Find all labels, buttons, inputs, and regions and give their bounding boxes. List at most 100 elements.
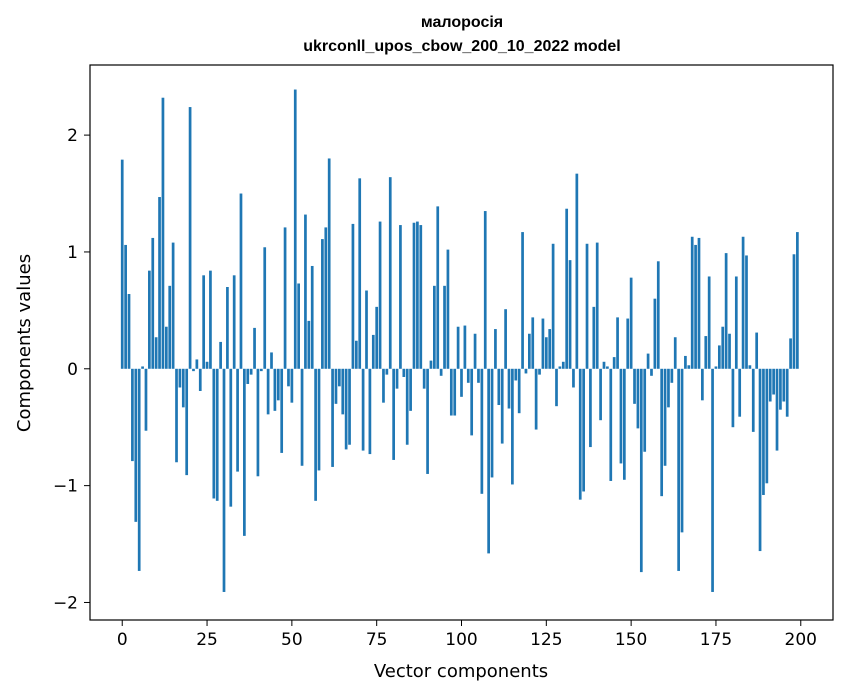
bar [188,107,192,369]
bar [307,320,311,369]
bar [402,368,406,377]
bar [443,285,446,369]
bar [212,368,216,499]
bar [161,97,165,369]
bar [602,361,606,369]
bar [558,366,562,369]
bar [626,318,630,369]
bar [436,206,440,369]
bar [755,332,759,369]
bar [297,283,300,369]
bar [538,368,541,375]
bar [154,337,158,369]
bar [412,222,416,369]
bar [368,368,372,455]
x-axis-label: Vector components [374,661,548,682]
bar [721,326,725,369]
bar [768,368,772,402]
bar [667,368,670,408]
bar [131,368,134,462]
bar [429,360,433,369]
x-tick-label: 25 [196,630,218,650]
bar [283,227,287,369]
bar [762,368,765,495]
bar [185,368,189,476]
bar [134,368,138,522]
chart-title: малоросія [421,14,503,31]
bars-group [120,89,799,592]
bar [785,368,789,417]
bar [473,333,477,369]
bar [779,368,782,410]
bar [158,197,161,369]
bar [606,366,609,369]
bar [568,260,572,369]
bar [195,359,199,369]
y-tick-label: 0 [67,360,78,380]
bar [219,341,222,369]
bar [565,208,569,369]
bar [663,368,667,466]
bar [293,89,297,369]
bar [164,326,168,369]
bar [341,368,345,415]
bar [324,227,328,369]
bar [209,270,212,369]
bar [243,368,246,536]
bar [595,242,599,369]
bar [314,368,317,501]
bar [419,225,423,369]
bar [439,368,443,376]
bar [578,368,582,500]
bar [348,368,351,445]
bar [351,223,355,369]
bar [300,368,304,466]
bar [714,366,718,369]
bar [198,368,202,391]
bar [494,329,497,369]
bar [650,368,653,376]
bar [524,368,528,374]
bar [416,221,419,369]
bar [639,368,643,573]
bar [375,306,379,369]
bar [317,368,321,471]
bar [395,368,399,389]
bar [253,327,256,369]
bar [365,290,368,369]
bar [656,261,660,369]
bar [738,368,742,417]
bar [141,366,144,369]
y-tick-label: 2 [67,126,78,146]
bar [541,318,545,369]
bar [392,368,395,460]
bar [236,368,239,472]
bar [178,368,182,388]
bar [582,368,585,492]
bar [480,368,484,494]
bar [371,334,375,369]
bar [388,177,392,369]
bar [433,285,436,369]
bar [477,368,480,383]
bar [789,338,792,369]
bar [572,368,575,388]
bar [704,336,708,369]
bar [222,368,226,592]
bar [405,368,409,445]
bar [680,368,684,533]
bar [276,368,280,401]
bar [701,368,704,401]
y-tick-label: −1 [53,477,78,497]
bar [266,368,270,415]
bar [181,368,185,408]
bar [751,368,755,432]
bar [684,355,687,369]
bar [731,368,735,428]
bar [385,368,389,375]
bar [171,242,175,369]
x-tick-label: 150 [615,630,647,650]
bar [249,368,253,375]
bar [734,276,738,369]
bar [205,361,209,369]
